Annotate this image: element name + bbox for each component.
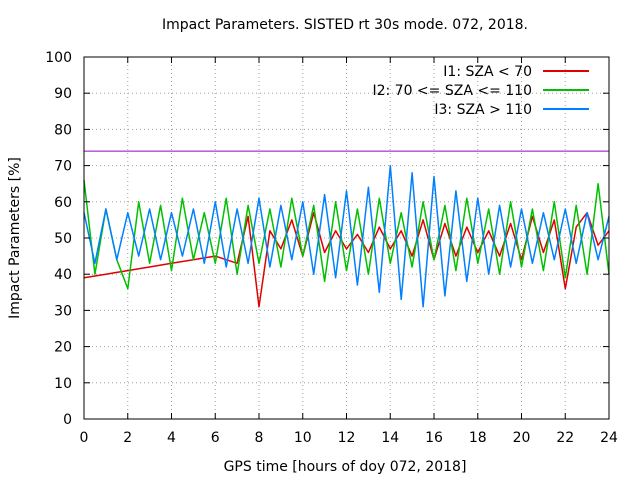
y-tick-label: 10 [54,376,72,392]
chart-title: Impact Parameters. SISTED rt 30s mode. 0… [162,17,528,33]
legend-label-1: I1: SZA < 70 [443,64,532,80]
x-tick-label: 0 [80,430,89,446]
x-tick-label: 4 [167,430,176,446]
series-line-2 [83,180,610,290]
series-line-3 [83,164,610,308]
ticks: 0 2 4 6 8 10 12 14 16 18 20 22 240102030405060708090… [45,50,618,446]
y-tick-label: 40 [54,267,72,283]
x-tick-label: 6 [211,430,220,446]
y-tick-label: 70 [54,159,72,175]
y-tick-label: 90 [54,86,72,102]
y-tick-label: 50 [54,231,72,247]
y-tick-label: 80 [54,122,72,138]
x-tick-label: 8 [255,430,264,446]
x-tick-label: 2 [123,430,132,446]
series-group [83,164,610,308]
series-line-1 [83,211,610,308]
y-tick-label: 20 [54,340,72,356]
y-tick-label: 60 [54,195,72,211]
y-tick-label: 0 [63,412,72,428]
x-axis-label: GPS time [hours of doy 072, 2018] [224,459,467,475]
x-tick-label: 24 [600,430,618,446]
x-tick-label: 12 [338,430,356,446]
legend-label-2: I2: 70 <= SZA <= 110 [372,83,532,99]
legend-label-3: I3: SZA > 110 [434,102,532,118]
legend: I1: SZA < 70 I2: 70 <= SZA <= 110 I3: SZA … [372,64,589,118]
y-tick-label: 30 [54,303,72,319]
y-axis-label: Impact Parameters [%] [7,157,23,319]
x-tick-label: 22 [556,430,574,446]
x-tick-label: 14 [381,430,399,446]
x-tick-label: 20 [513,430,531,446]
x-tick-label: 18 [469,430,487,446]
x-tick-label: 10 [294,430,312,446]
grid [84,57,609,419]
y-tick-label: 100 [45,50,72,66]
x-tick-label: 16 [425,430,443,446]
